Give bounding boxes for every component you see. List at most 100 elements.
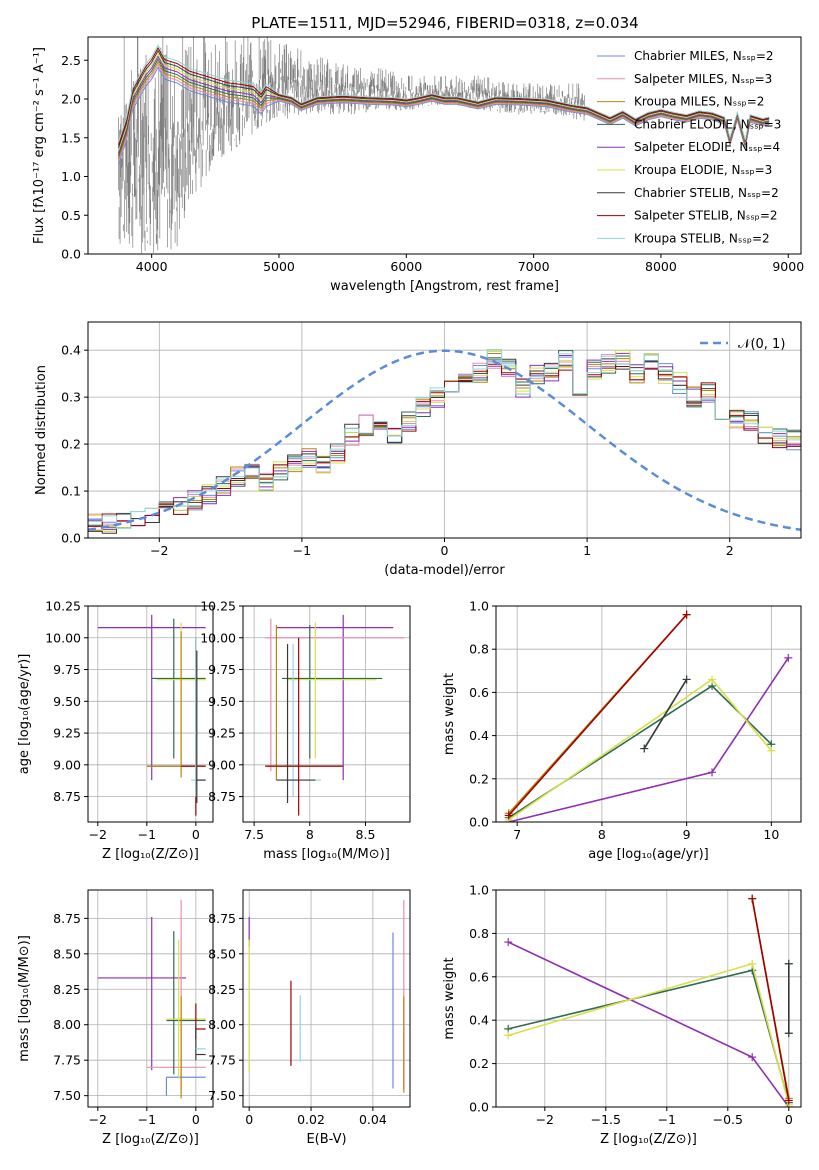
legend-label: Salpeter ELODIE, Nₛₛₚ=4 — [634, 140, 780, 154]
plot-area — [88, 348, 801, 534]
series-line-chabrier_elodie — [508, 969, 790, 1103]
panel-massweight_vs_age: 7 8 9 10 0.0 0.2 0.4 0.6 0.8 1.0 age [log₁₀(age/yr… — [442, 599, 802, 862]
legend-label: Salpeter MILES, Nₛₛₚ=3 — [634, 72, 772, 86]
model-line-chabrier_stelib — [118, 49, 770, 148]
y-tick-label: 0.1 — [61, 484, 81, 499]
series-line-salpeter_elodie — [508, 657, 789, 822]
series-marker — [682, 675, 691, 684]
x-axis-label: (data-model)/error — [384, 563, 505, 578]
x-tick-label: 10 — [763, 827, 779, 842]
panel-age_vs_Z: −2 −1 0 8.75 9.00 9.25 9.50 9.75 10.00 10.25 Z [lo… — [17, 599, 214, 862]
y-tick-label: 8.75 — [208, 911, 236, 926]
axes-frame — [242, 605, 411, 823]
x-tick-label: 7 — [513, 827, 521, 842]
y-tick-label: 2.0 — [61, 92, 81, 107]
y-tick-label: 8.00 — [53, 1017, 81, 1032]
x-tick-label: −0.5 — [713, 1112, 743, 1127]
plot-area — [504, 894, 793, 1107]
series-line-salpeter_stelib — [508, 614, 688, 817]
x-tick-label: 9 — [683, 827, 691, 842]
y-tick-label: 0.6 — [469, 685, 489, 700]
panel-residual_histogram: 𝒩(0, 1) −2 −1 0 1 2 0.0 0.1 0.2 0.3 0.4 (data-model… — [34, 321, 802, 578]
y-tick-label: 10.25 — [45, 599, 81, 614]
y-tick-label: 0.2 — [469, 771, 489, 786]
y-tick-label: 0.3 — [61, 390, 81, 405]
x-axis-label: wavelength [Angstrom, rest frame] — [330, 279, 559, 294]
histogram-chabrier_stelib — [88, 357, 801, 534]
series-marker — [504, 938, 513, 947]
y-tick-label: 0.4 — [469, 728, 489, 743]
series-line-chabrier_stelib — [643, 679, 688, 749]
x-tick-label: −1 — [658, 1112, 676, 1127]
panel-mass_vs_Z: −2 −1 0 7.50 7.75 8.00 8.25 8.50 8.75 Z [log₁₀(Z/… — [17, 889, 214, 1147]
x-tick-label: 0 — [192, 827, 200, 842]
x-tick-label: 0.04 — [359, 1112, 387, 1127]
x-axis-label: Z [log₁₀(Z/Z⊙)] — [600, 1132, 697, 1147]
y-tick-label: 1.0 — [469, 599, 489, 614]
y-tick-label: 7.75 — [53, 1053, 81, 1068]
series-marker — [504, 1031, 513, 1040]
histogram-kroupa_stelib — [88, 348, 801, 529]
y-tick-label: 0.6 — [469, 969, 489, 984]
axes-frame — [87, 605, 214, 823]
series-marker — [748, 959, 757, 968]
series-marker — [784, 1096, 793, 1105]
model-line-kroupa_miles — [118, 60, 770, 159]
x-tick-label: −2 — [89, 827, 107, 842]
axes-frame — [495, 889, 802, 1108]
x-tick-label: −2 — [536, 1112, 554, 1127]
x-tick-label: 7.5 — [244, 827, 264, 842]
legend-label: Salpeter STELIB, Nₛₛₚ=2 — [634, 209, 778, 223]
x-tick-label: −2 — [150, 543, 168, 558]
legend-label: Chabrier ELODIE, Nₛₛₚ=3 — [634, 117, 781, 131]
axes-frame — [87, 889, 214, 1108]
series-marker — [748, 1053, 757, 1062]
model-line-chabrier_miles — [118, 66, 770, 165]
y-tick-label: 0.4 — [61, 343, 81, 358]
legend-label: Kroupa ELODIE, Nₛₛₚ=3 — [634, 163, 772, 177]
x-tick-label: −1.5 — [591, 1112, 621, 1127]
model-line-salpeter_stelib — [118, 46, 770, 146]
y-tick-label: 1.0 — [61, 169, 81, 184]
model-line-chabrier_elodie — [118, 58, 770, 157]
panel-age_vs_mass: 7.5 8 8.5 8.75 9.00 9.25 9.50 9.75 10.00 10.25 mas… — [200, 599, 411, 862]
model-line-kroupa_elodie — [118, 52, 770, 151]
histogram-chabrier_elodie — [88, 350, 801, 529]
x-tick-label: 0 — [441, 543, 449, 558]
y-tick-label: 9.25 — [53, 726, 81, 741]
y-tick-label: 0.2 — [61, 437, 81, 452]
axes-frame — [87, 36, 802, 255]
plot-area — [504, 610, 793, 822]
y-tick-label: 8.75 — [208, 789, 236, 804]
series-line-salpeter_elodie — [507, 941, 790, 1107]
model-line-salpeter_elodie — [118, 55, 770, 154]
x-tick-label: 8 — [598, 827, 606, 842]
y-tick-label: 0.2 — [469, 1056, 489, 1071]
x-tick-label: 2 — [726, 543, 734, 558]
y-axis-label: mass weight — [442, 673, 457, 755]
legend-label: Kroupa STELIB, Nₛₛₚ=2 — [634, 231, 770, 245]
y-axis-label: age [log₁₀(age/yr)] — [17, 654, 32, 775]
series-line-salpeter_stelib — [751, 898, 790, 1101]
y-tick-label: 8.25 — [208, 982, 236, 997]
x-axis-label: E(B-V) — [306, 1132, 346, 1147]
y-axis-label: Normed distribution — [34, 365, 49, 495]
y-tick-label: 2.5 — [61, 53, 81, 68]
y-tick-label: 7.75 — [208, 1053, 236, 1068]
legend-label: 𝒩(0, 1) — [738, 337, 785, 352]
x-tick-label: 6000 — [390, 259, 422, 274]
x-tick-label: −1 — [138, 1112, 156, 1127]
series-line-kroupa_elodie — [507, 962, 790, 1106]
x-tick-label: 7000 — [518, 259, 550, 274]
axes-frame — [495, 605, 802, 823]
y-tick-label: 9.00 — [53, 757, 81, 772]
y-tick-label: 9.75 — [53, 662, 81, 677]
x-tick-label: 0 — [785, 1112, 793, 1127]
y-axis-label: mass weight — [442, 957, 457, 1039]
y-tick-label: 0.8 — [469, 642, 489, 657]
panels-container: Chabrier MILES, Nₛₛₚ=2 Salpeter MILES, Nₛ… — [17, 36, 804, 1147]
axes-frame — [242, 889, 411, 1108]
x-axis-label: age [log₁₀(age/yr)] — [588, 847, 709, 862]
y-tick-label: 8.75 — [53, 911, 81, 926]
